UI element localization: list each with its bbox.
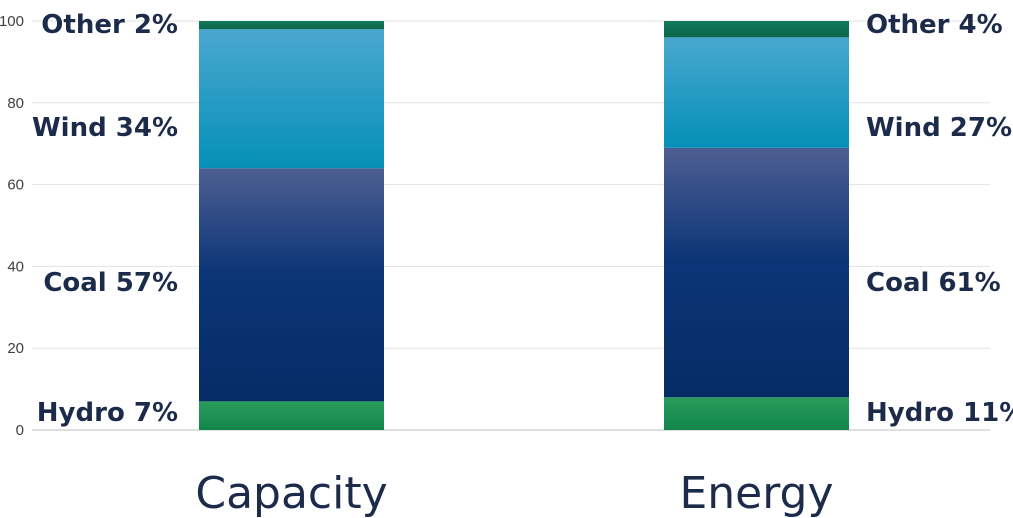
segment-label-capacity-wind: Wind 34%	[32, 113, 178, 143]
bar-capacity-wind	[199, 29, 384, 169]
category-labels: Capacity Energy	[195, 468, 833, 518]
bar-capacity-coal	[199, 168, 384, 402]
bar-energy-wind	[664, 37, 849, 148]
bar-energy-coal	[664, 147, 849, 398]
segment-label-energy-wind: Wind 27%	[866, 113, 1012, 143]
segment-label-energy-hydro: Hydro 11%	[866, 398, 1013, 428]
category-label-capacity: Capacity	[195, 468, 387, 518]
segment-labels: Hydro 7% Coal 57% Wind 34% Other 2% Hydro 11…	[32, 10, 1013, 428]
y-tick-label: 40	[7, 258, 24, 275]
bar-capacity-other	[199, 21, 384, 30]
y-axis-tick-labels: 0 20 40 60 80 100	[0, 13, 24, 439]
bar-energy-other	[664, 21, 849, 38]
y-tick-label: 60	[7, 177, 24, 194]
segment-label-capacity-other: Other 2%	[41, 10, 178, 40]
y-tick-label: 20	[7, 340, 24, 357]
segment-label-capacity-hydro: Hydro 7%	[37, 398, 178, 428]
segment-label-energy-coal: Coal 61%	[866, 268, 1001, 298]
y-tick-label: 80	[7, 95, 24, 112]
segment-label-energy-other: Other 4%	[866, 10, 1003, 40]
segment-label-capacity-coal: Coal 57%	[43, 268, 178, 298]
y-tick-label: 100	[0, 13, 24, 30]
category-label-energy: Energy	[679, 468, 833, 518]
bar-energy-hydro	[664, 397, 849, 430]
bar-capacity-hydro	[199, 401, 384, 430]
bars	[199, 21, 849, 430]
y-tick-label: 0	[16, 422, 24, 439]
